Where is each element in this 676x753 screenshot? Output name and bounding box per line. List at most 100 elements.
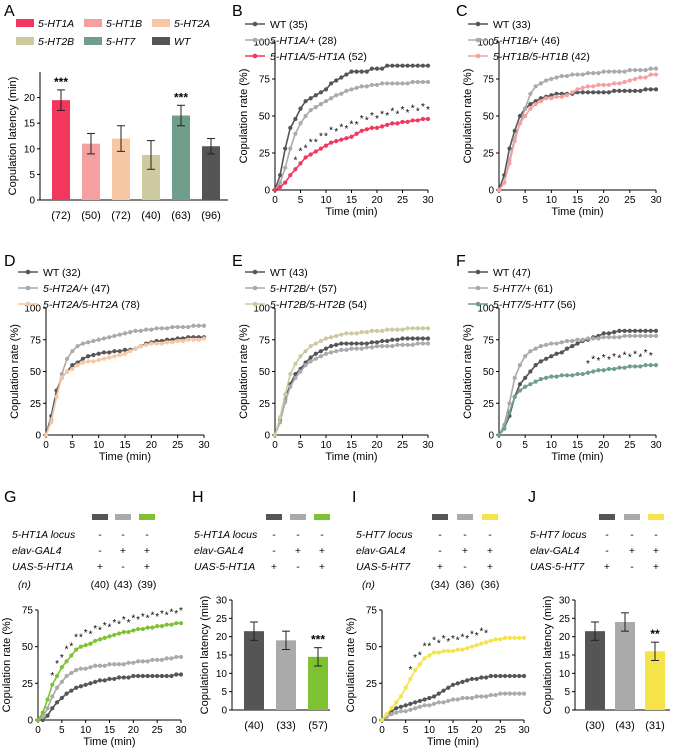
panel-b-point <box>313 149 318 154</box>
panel-e-point <box>425 341 431 346</box>
panel-d-point <box>180 324 186 330</box>
panel-h-ytick-label: 0 <box>221 706 227 717</box>
panel-i-ytick-label: 75 <box>366 606 378 617</box>
panel-h-bar-0 <box>244 631 264 710</box>
panel-d-point <box>154 341 159 346</box>
panel-e-point <box>334 342 339 347</box>
panel-i-genotype-swatch <box>432 514 448 520</box>
panel-e-point <box>349 346 354 351</box>
panel-g-point <box>178 654 184 660</box>
panel-i-genotype-row-label: UAS-5-HT7 <box>356 561 411 573</box>
panel-b-sig-mark: * <box>329 126 333 137</box>
panel-c-legend-label-1: 5-HT1B/+ (46) <box>493 35 560 47</box>
panel-b-point <box>313 105 318 110</box>
panel-d-point <box>64 356 70 361</box>
panel-a-legend-label-2: 5-HT2A <box>174 18 210 30</box>
panel-f-xlabel: Time (min) <box>551 451 603 463</box>
panel-c-point <box>544 78 549 83</box>
panel-e-point <box>318 338 323 344</box>
panel-g-point <box>155 657 160 662</box>
panel-a-bar-3 <box>142 154 160 200</box>
panel-d-ytick-label: 0 <box>35 431 41 442</box>
panel-c-point <box>575 72 580 77</box>
panel-g-sig-mark: * <box>88 630 92 641</box>
panel-i-point <box>521 691 527 696</box>
panel-f-point <box>617 335 622 340</box>
panel-i-point <box>441 688 446 693</box>
panel-i-point <box>502 673 508 679</box>
panel-f-point <box>512 375 517 380</box>
panel-g-n-row-label: (n) <box>18 579 31 591</box>
panel-c-point <box>632 76 638 82</box>
panel-g-genotype-cell: + <box>144 545 150 557</box>
panel-d-ytick-label: 25 <box>30 399 42 410</box>
panel-i-genotype-row-label: elav-GAL4 <box>356 545 406 557</box>
panel-e-point <box>359 330 364 335</box>
panel-c-point <box>643 75 648 80</box>
panel-a-legend-swatch <box>84 19 102 27</box>
panel-b-point <box>395 121 400 126</box>
panel-j-genotype-row-label: elav-GAL4 <box>530 545 580 557</box>
panel-g-xtick-label: 0 <box>35 725 41 736</box>
panel-g-xtick-label: 5 <box>59 725 65 736</box>
panel-i-sig-mark: * <box>470 630 474 641</box>
panel-d-point <box>112 349 117 354</box>
panel-f-xtick-label: 20 <box>598 440 610 451</box>
panel-b-point <box>308 107 313 113</box>
panel-f-point <box>564 373 570 378</box>
panel-e-point <box>400 336 405 341</box>
panel-b-point <box>329 96 334 101</box>
panel-g-point <box>69 688 74 693</box>
panel-d-point <box>201 336 207 341</box>
panel-b-legend-label-0: WT (35) <box>270 19 308 31</box>
panel-g-point <box>54 700 60 705</box>
panel-j-sig-label: ** <box>650 627 660 641</box>
panel-c-xtick-label: 5 <box>522 195 528 206</box>
panel-g-n-value: (40) <box>91 579 110 591</box>
panel-g-point <box>126 660 131 665</box>
panel-i-point <box>498 673 503 679</box>
panel-d-point <box>191 323 196 328</box>
panel-d-point <box>96 351 101 356</box>
panel-f-point <box>575 371 580 377</box>
panel-c-ytick-label: 0 <box>488 186 494 197</box>
panel-c-point <box>632 68 638 73</box>
panel-f-ylabel: Copulation rate (%) <box>462 324 474 419</box>
panel-g-point <box>93 638 98 643</box>
panel-e-xtick-label: 5 <box>298 440 304 451</box>
panel-c-xtick-label: 30 <box>650 195 662 206</box>
panel-d-point <box>138 328 143 333</box>
panel-b-point <box>374 66 380 71</box>
panel-d-legend-label-2: 5-HT2A/5-HT2A (78) <box>43 299 140 311</box>
panel-j-genotype-swatch <box>648 514 664 520</box>
panel-i-point <box>446 648 451 654</box>
panel-e-point <box>369 345 374 350</box>
panel-f-point <box>627 328 632 333</box>
panel-h-genotype-cell: - <box>320 529 324 541</box>
panel-i-point <box>474 643 479 648</box>
panel-i-xtick-label: 25 <box>495 725 507 736</box>
panel-d-point <box>86 354 91 359</box>
panel-d-point <box>175 324 180 330</box>
panel-a-bar-0 <box>52 100 70 200</box>
panel-c-point <box>612 81 617 86</box>
panel-b-point <box>303 113 308 119</box>
panel-e-point <box>354 346 359 351</box>
panel-c-point <box>570 90 575 95</box>
panel-e-point <box>380 338 385 344</box>
panel-d-xtick-label: 0 <box>43 440 49 451</box>
panel-g-sig-mark: * <box>136 615 140 626</box>
panel-g-point <box>97 637 103 642</box>
panel-i-point <box>450 648 456 654</box>
panel-b-point <box>308 152 313 157</box>
panel-b-sig-mark: * <box>299 146 303 157</box>
panel-g-point <box>74 647 79 652</box>
panel-h-genotype-swatch <box>290 514 306 520</box>
panel-c-ytick-label: 50 <box>483 112 495 123</box>
panel-b-sig-mark: * <box>395 109 399 120</box>
panel-e-xlabel: Time (min) <box>325 451 377 463</box>
panel-b-sig-mark: * <box>365 115 369 126</box>
panel-f-point <box>591 369 596 374</box>
panel-i-genotype-cell: - <box>488 529 492 541</box>
panel-b-point <box>339 91 344 96</box>
